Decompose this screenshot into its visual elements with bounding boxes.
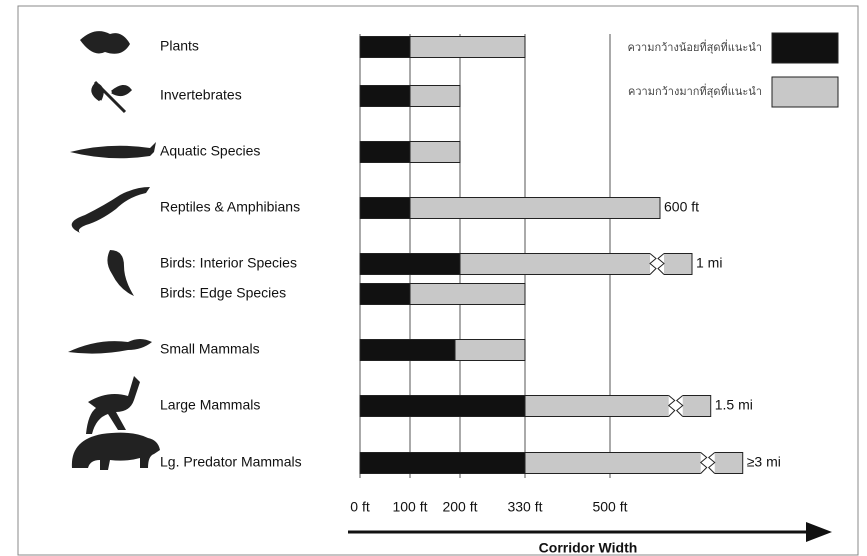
value-label: 600 ft <box>664 199 699 215</box>
category-label: Aquatic Species <box>160 143 260 159</box>
legend-swatch <box>772 33 838 63</box>
bar <box>360 284 410 305</box>
x-tick-label: 330 ft <box>507 499 542 515</box>
chart: ความกว้างน้อยที่สุดที่แนะนำความกว้างมากท… <box>0 0 867 556</box>
legend-swatch <box>772 77 838 107</box>
category-label: Birds: Interior Species <box>160 255 297 271</box>
icon-deer <box>86 376 140 434</box>
icon-small-mammal <box>68 339 152 354</box>
icon-bird <box>107 250 134 296</box>
icon-bear <box>72 433 160 470</box>
category-label: Plants <box>160 38 199 54</box>
bar <box>360 86 410 107</box>
legend: ความกว้างน้อยที่สุดที่แนะนำความกว้างมากท… <box>628 33 839 107</box>
icons <box>68 31 160 470</box>
category-label: Invertebrates <box>160 87 242 103</box>
bar <box>360 453 525 474</box>
bars <box>360 37 743 475</box>
category-label: Birds: Edge Species <box>160 285 286 301</box>
legend-label: ความกว้างมากที่สุดที่แนะนำ <box>628 83 762 98</box>
icon-fish <box>70 142 156 158</box>
x-axis-arrowhead <box>806 522 832 542</box>
bar <box>360 340 455 361</box>
bar <box>360 396 525 417</box>
value-label: ≥3 mi <box>747 454 781 470</box>
category-label: Lg. Predator Mammals <box>160 454 302 470</box>
bar <box>360 198 410 219</box>
bar <box>360 142 410 163</box>
category-label: Reptiles & Amphibians <box>160 199 300 215</box>
bar <box>360 254 460 275</box>
legend-label: ความกว้างน้อยที่สุดที่แนะนำ <box>628 39 763 54</box>
icon-plant <box>80 31 130 54</box>
category-label: Large Mammals <box>160 397 260 413</box>
x-tick-label: 200 ft <box>442 499 477 515</box>
value-label: 1.5 mi <box>715 397 753 413</box>
category-label: Small Mammals <box>160 341 260 357</box>
icon-lizard <box>72 187 150 233</box>
x-axis-label: Corridor Width <box>539 540 638 556</box>
x-tick-label: 100 ft <box>392 499 427 515</box>
value-label: 1 mi <box>696 255 722 271</box>
x-tick-label: 500 ft <box>592 499 627 515</box>
x-tick-label: 0 ft <box>350 499 370 515</box>
bar <box>360 37 410 58</box>
icon-dragonfly <box>93 82 130 112</box>
